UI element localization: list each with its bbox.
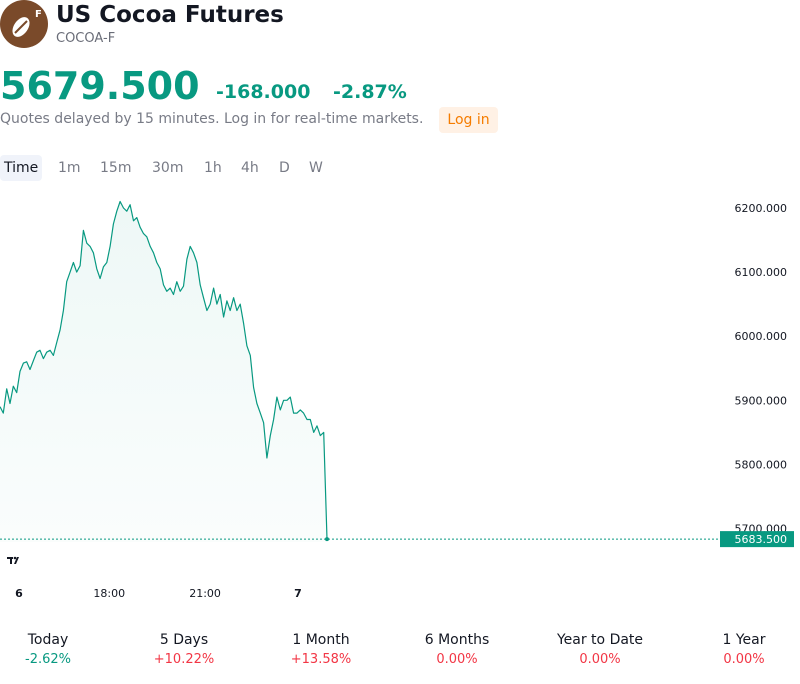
period-year-to-date[interactable]: Year to Date 0.00% xyxy=(545,632,655,667)
ticker-symbol: COCOA-F xyxy=(56,31,116,46)
x-axis-tick-label: 6 xyxy=(15,587,23,600)
futures-badge: F xyxy=(35,9,42,20)
last-price-marker xyxy=(325,537,329,542)
y-axis-tick-label: 6200.000 xyxy=(735,202,788,215)
symbol-logo: F xyxy=(0,0,48,48)
period-value: 0.00% xyxy=(723,652,765,667)
price-change: -168.000 xyxy=(216,81,311,103)
period-6-months[interactable]: 6 Months 0.00% xyxy=(402,632,512,667)
tab-30m[interactable]: 30m xyxy=(152,160,184,176)
performance-periods: Today -2.62% 5 Days +10.22% 1 Month +13.… xyxy=(0,632,800,678)
y-axis-tick-label: 5800.000 xyxy=(735,458,788,471)
period-label: 5 Days xyxy=(159,632,209,648)
period-value: 0.00% xyxy=(579,652,621,667)
period-value: +10.22% xyxy=(153,652,215,667)
period-label: Today xyxy=(27,632,69,648)
period-label: 1 Year xyxy=(722,632,766,648)
period-value: 0.00% xyxy=(436,652,478,667)
delay-notice: Quotes delayed by 15 minutes. Log in for… xyxy=(0,111,424,127)
period-label: 6 Months xyxy=(424,632,490,648)
last-price-label: 5683.500 xyxy=(735,533,788,546)
page-title: US Cocoa Futures xyxy=(56,2,284,28)
period-1-month[interactable]: 1 Month +13.58% xyxy=(266,632,376,667)
period-1-year[interactable]: 1 Year 0.00% xyxy=(689,632,799,667)
y-axis-tick-label: 6100.000 xyxy=(735,266,788,279)
x-axis-tick-label: 18:00 xyxy=(93,587,125,600)
tab-4h[interactable]: 4h xyxy=(241,160,259,176)
period-label: 1 Month xyxy=(292,632,350,648)
period-5-days[interactable]: 5 Days +10.22% xyxy=(129,632,239,667)
login-button[interactable]: Log in xyxy=(439,107,498,133)
period-today[interactable]: Today -2.62% xyxy=(0,632,103,667)
period-label: Year to Date xyxy=(556,632,644,648)
cocoa-bean-icon: F xyxy=(12,9,42,37)
tab-15m[interactable]: 15m xyxy=(100,160,132,176)
tradingview-logo-icon[interactable] xyxy=(2,548,26,572)
price-change-percent: -2.87% xyxy=(333,81,407,103)
period-value: -2.62% xyxy=(25,652,71,667)
price-chart[interactable]: 6200.000 6100.000 6000.000 5900.000 5800.000… xyxy=(0,190,800,610)
tab-daily[interactable]: D xyxy=(279,160,290,176)
tab-1m[interactable]: 1m xyxy=(58,160,81,176)
last-price: 5679.500 xyxy=(0,64,200,108)
price-series-line xyxy=(0,200,328,540)
price-area-fill xyxy=(0,201,327,542)
y-axis-tick-label: 6000.000 xyxy=(735,330,788,343)
tab-weekly[interactable]: W xyxy=(309,160,323,176)
tab-time[interactable]: Time xyxy=(0,155,43,181)
y-axis-tick-label: 5900.000 xyxy=(735,394,788,407)
tab-1h[interactable]: 1h xyxy=(204,160,222,176)
x-axis-tick-label: 7 xyxy=(294,587,302,600)
last-price-badge xyxy=(720,531,794,548)
x-axis-tick-label: 21:00 xyxy=(189,587,221,600)
period-value: +13.58% xyxy=(290,652,352,667)
